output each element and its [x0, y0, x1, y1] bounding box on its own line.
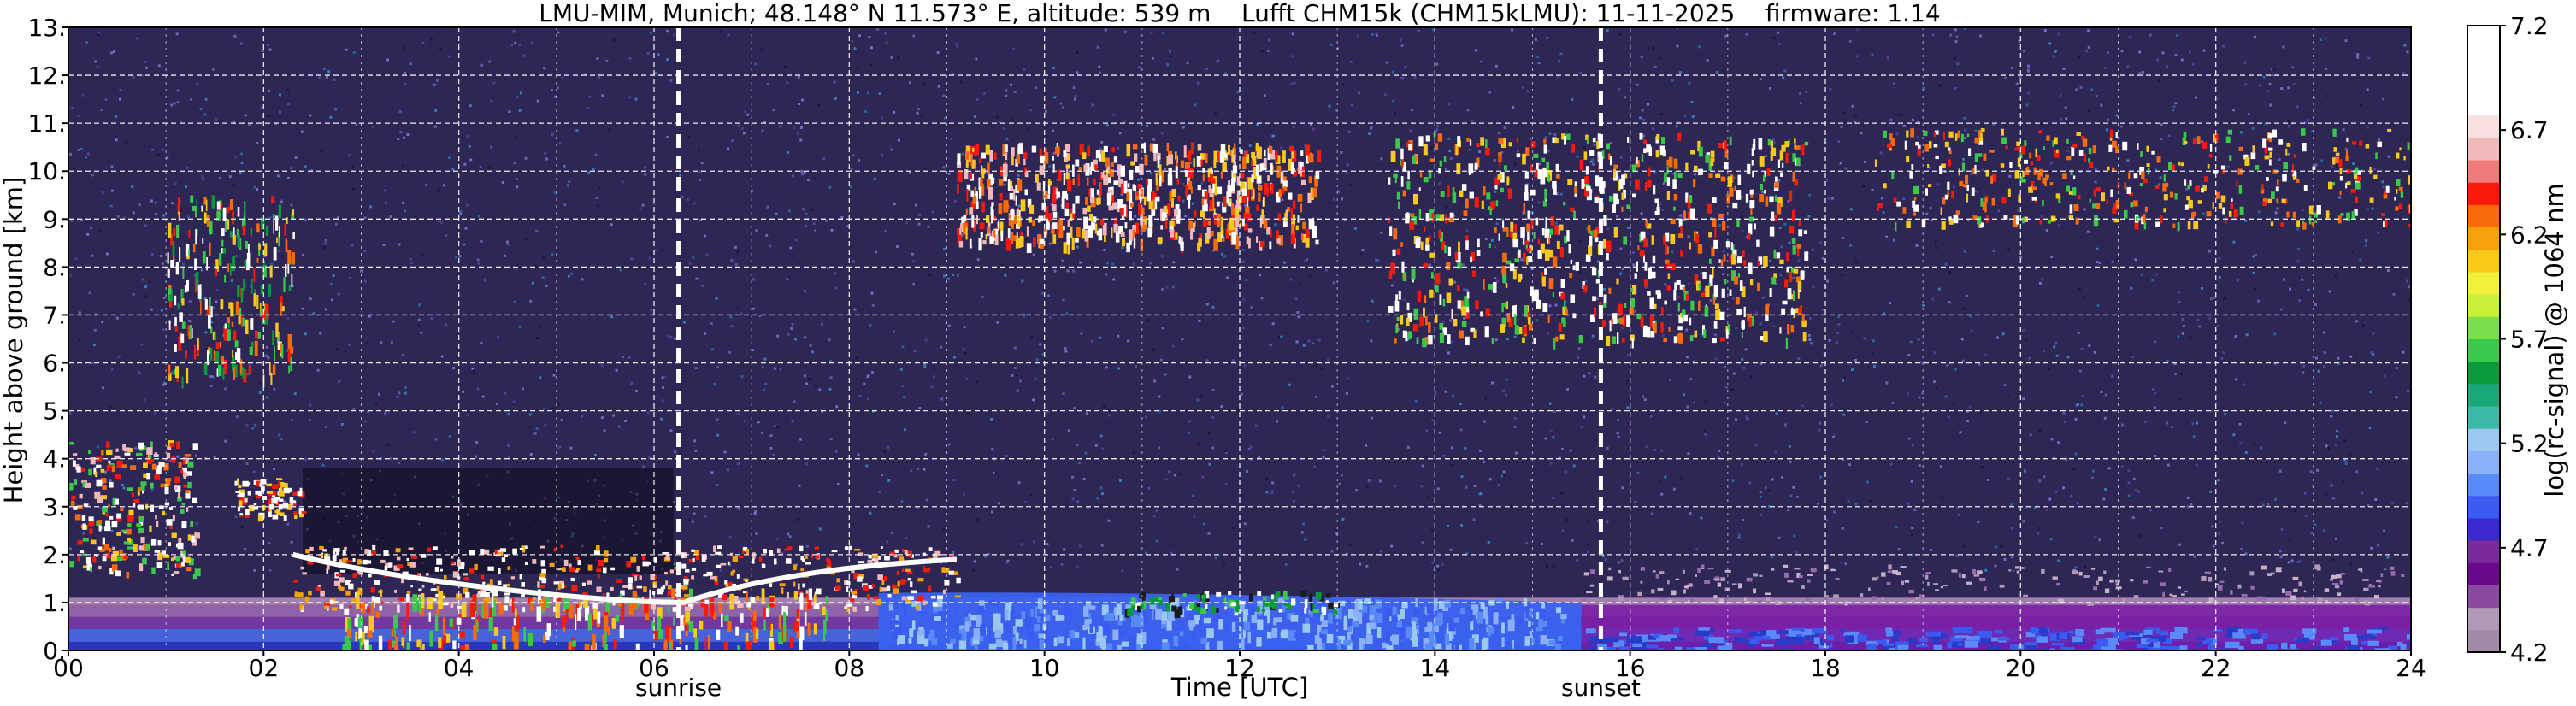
y-tick-label: 0.: [43, 637, 66, 665]
sun-markers: sunrise sunset: [635, 27, 1641, 702]
colorbar-segment: [2467, 316, 2500, 339]
x-axis-ticks: 00 02 04 06 08 10 12 14 16 18 20 22 24: [53, 650, 2426, 682]
y-tick-label: 11.: [27, 109, 66, 138]
y-tick-label: 3.: [43, 493, 66, 521]
colorbar-segment: [2467, 338, 2500, 362]
colorbar-segment: [2467, 48, 2500, 71]
y-tick-label: 5.: [43, 397, 66, 426]
y-axis-ticks: 0. 1. 2. 3. 4. 5. 6. 7. 8. 9. 10. 11. 12. 13.: [27, 14, 68, 665]
x-tick-label: 02: [249, 654, 280, 682]
x-tick-label: 18: [1810, 654, 1841, 682]
x-tick-label: 06: [639, 654, 669, 682]
colorbar-segment: [2467, 271, 2500, 295]
marker-label-sunrise: sunrise: [635, 674, 722, 702]
y-tick-label: 7.: [43, 301, 66, 329]
colorbar-segment: [2467, 227, 2500, 250]
y-tick-label: 4.: [43, 445, 66, 474]
colorbar-segment: [2467, 160, 2500, 183]
y-tick-label: 10.: [27, 157, 66, 185]
colorbar-tick-label: 4.7: [2510, 534, 2549, 562]
colorbar-tick-label: 5.7: [2510, 326, 2549, 354]
colorbar-segment: [2467, 585, 2500, 609]
colorbar-tick-label: 5.2: [2510, 430, 2549, 458]
colorbar-segment: [2467, 517, 2500, 541]
x-tick-label: 12: [1224, 654, 1255, 682]
colorbar-tick-label: 4.2: [2510, 638, 2549, 667]
colorbar-segment: [2467, 294, 2500, 317]
colorbar-segment: [2467, 406, 2500, 429]
chart-title: LMU-MIM, Munich; 48.148° N 11.573° E, al…: [539, 0, 1940, 27]
y-tick-label: 8.: [43, 253, 66, 281]
y-tick-label: 9.: [43, 205, 66, 233]
colorbar-segment: [2467, 137, 2500, 161]
colorbar-segment: [2467, 450, 2500, 474]
x-tick-label: 00: [53, 654, 84, 682]
colorbar-segment: [2467, 629, 2500, 653]
y-tick-label: 6.: [43, 350, 66, 378]
colorbar-segment: [2467, 562, 2500, 585]
y-tick-label: 12.: [27, 62, 66, 90]
y-tick-label: 13.: [27, 14, 66, 42]
colorbar-label: log(rc-signal) @ 1064 nm: [2540, 183, 2569, 497]
noise-layer: [68, 27, 2411, 574]
x-tick-label: 10: [1029, 654, 1060, 682]
x-axis-label: Time [UTC]: [1170, 673, 1308, 702]
colorbar-segment: [2467, 182, 2500, 205]
colorbar-segment: [2467, 249, 2500, 273]
colorbar-segment: [2467, 428, 2500, 451]
colorbar-tick-label: 6.7: [2510, 116, 2549, 144]
y-tick-label: 1.: [43, 589, 66, 617]
colorbar-segment: [2467, 361, 2500, 385]
colorbar-segment: [2467, 204, 2500, 228]
y-axis-label: Height above ground [km]: [0, 177, 28, 504]
colorbar-segment: [2467, 115, 2500, 138]
x-tick-label: 14: [1420, 654, 1451, 682]
colorbar: [2467, 25, 2501, 653]
plot-area: sunrise sunset: [68, 26, 2412, 702]
x-tick-label: 04: [444, 654, 475, 682]
colorbar-segment: [2467, 92, 2500, 116]
colorbar-segment: [2467, 70, 2500, 94]
x-tick-label: 20: [2006, 654, 2037, 682]
x-tick-label: 24: [2396, 654, 2426, 682]
colorbar-segment: [2467, 607, 2500, 631]
marker-label-sunset: sunset: [1561, 674, 1641, 702]
colorbar-segment: [2467, 495, 2500, 519]
colorbar-segment: [2467, 383, 2500, 407]
colorbar-tick-label: 6.2: [2510, 221, 2549, 249]
colorbar-segment: [2467, 540, 2500, 563]
colorbar-tick-label: 7.2: [2510, 12, 2549, 40]
x-tick-label: 16: [1615, 654, 1646, 682]
colorbar-segment: [2467, 26, 2500, 49]
y-tick-label: 2.: [43, 541, 66, 569]
colorbar-ticks: 4.2 4.7 5.2 5.7 6.2 6.7 7.2: [2500, 12, 2549, 667]
colorbar-segment: [2467, 473, 2500, 497]
x-tick-label: 08: [834, 654, 865, 682]
x-tick-label: 22: [2201, 654, 2231, 682]
